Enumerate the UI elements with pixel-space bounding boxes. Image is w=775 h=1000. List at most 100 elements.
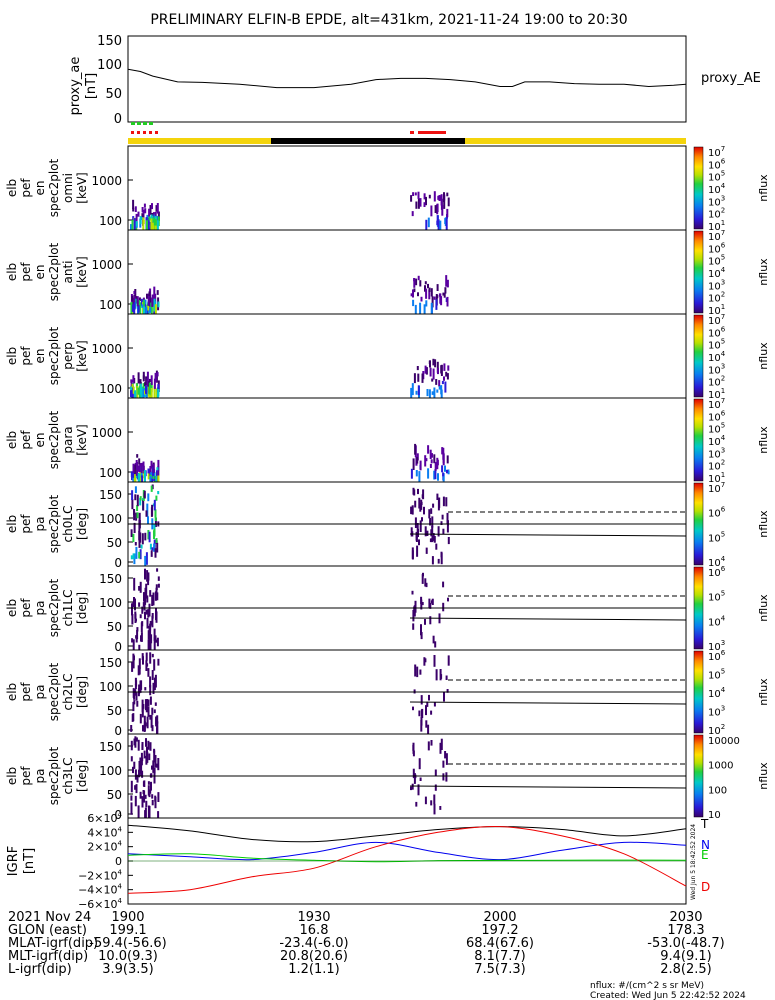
spectrogram-cell [152, 682, 155, 694]
panel-ylabel-line: pef [19, 514, 33, 534]
spectrogram-cell [442, 760, 445, 768]
panel-ylabel-line: pa [33, 517, 47, 532]
spectrogram-cell [156, 542, 159, 553]
spectrogram-cell [138, 667, 141, 675]
spectrogram-cell [153, 628, 156, 641]
spectrogram-panel-7: elb pef pa spec2plot ch2LC [deg] 150 100 50 0 106 1… [5, 649, 770, 738]
exponent: 4 [118, 883, 123, 891]
spectrogram-cell [137, 739, 140, 751]
spectrogram-cell [153, 772, 156, 784]
spectrogram-cell [443, 293, 446, 298]
tick-label: 50 [105, 87, 122, 102]
exponent: 4 [118, 868, 123, 876]
spectrogram-cell [131, 295, 134, 301]
spectrogram-cell [431, 537, 434, 543]
colorbar [693, 734, 704, 818]
spectrogram-cell [433, 536, 436, 543]
spectrogram-cell [431, 453, 433, 458]
ephemeris-value: 68.4(67.6) [466, 936, 534, 951]
spectrogram-cell [414, 517, 417, 528]
colorbar-tick-label: 106 [708, 649, 726, 663]
spectrogram-cell [431, 391, 434, 395]
spectrogram-cell [133, 218, 136, 230]
spectrogram-cell [138, 602, 141, 607]
spectrogram-cell [412, 623, 415, 630]
spectrogram-cell [142, 383, 145, 394]
spectrogram-panel-4: elb pef en spec2plot para [keV] 10001001071061… [5, 397, 770, 485]
tick-label: 100 [99, 596, 122, 610]
spectrogram-cell [420, 296, 423, 302]
spectrogram-cell [151, 594, 154, 606]
spectrogram-cell [436, 389, 439, 393]
spectrogram-cell [149, 466, 152, 476]
exponent: 4 [721, 555, 726, 563]
spectrogram-cell [143, 306, 145, 314]
tick-label: 100 [97, 58, 122, 73]
tick-label: 50 [107, 788, 122, 802]
exponent: 3 [721, 705, 725, 713]
spectrogram-cell [140, 544, 143, 549]
spectrogram-cell [411, 211, 414, 217]
spectrogram-cell [442, 602, 445, 612]
spectrogram-cell [157, 459, 160, 470]
spectrogram-cell [440, 738, 443, 750]
colorbar-tick-label: 105 [708, 530, 725, 544]
spectrogram-cell [412, 487, 415, 495]
spectrogram-cell [420, 716, 423, 726]
spectrogram-cell [433, 296, 436, 300]
spectrogram-cell [135, 213, 138, 227]
spectrogram-cell [445, 497, 448, 507]
exponent: 1 [721, 387, 725, 395]
spectrogram-cell [428, 694, 430, 701]
spectrogram-panels: elb pef en spec2plot omni [keV] 10001001071061… [5, 145, 770, 822]
spectrogram-cell [434, 769, 437, 777]
exponent: 4 [118, 811, 123, 819]
spectrogram-cell [445, 675, 448, 680]
panel-ylabel-line: pef [19, 598, 33, 618]
spectrogram-cell [131, 499, 134, 510]
tick-label: −2×104 [78, 868, 122, 882]
colorbar [693, 398, 704, 482]
panel-frame [127, 397, 687, 483]
spectrogram-cell [157, 491, 160, 495]
exponent: 3 [721, 194, 725, 202]
spectrogram-cell [440, 521, 443, 525]
spectrogram-cell [135, 546, 138, 559]
spectrogram-cell [419, 669, 422, 675]
tick-label: 0 [114, 556, 122, 570]
spectrogram-cell [140, 635, 142, 642]
spectrogram-cell [423, 304, 426, 314]
spectrogram-cell [144, 470, 146, 482]
exponent: 1 [721, 471, 725, 479]
spectrogram-cell [431, 598, 434, 605]
spectrogram-cell [149, 590, 152, 597]
tick-label: −4×104 [78, 883, 122, 897]
ephemeris-value: 199.1 [109, 923, 146, 938]
spectrogram-cell [150, 375, 153, 385]
spectrogram-cell [413, 373, 416, 384]
exponent: 5 [721, 254, 725, 262]
spectrogram-cell [446, 373, 449, 380]
spectrogram-cell [144, 532, 147, 541]
spectrogram-cell [430, 288, 433, 297]
spectrogram-cell [137, 372, 140, 384]
spectrogram-cell [148, 632, 151, 639]
spectrogram-cell [134, 206, 137, 212]
spectrogram-cell [149, 714, 152, 720]
spectrogram-cell [139, 496, 142, 501]
spectrogram-cell [152, 592, 155, 606]
spectrogram-cell [132, 475, 135, 482]
panel-ylabel-line: pef [19, 346, 33, 366]
spectrogram-cell [414, 664, 417, 677]
spectrogram-cell [144, 568, 146, 580]
spectrogram-cell [439, 293, 442, 304]
colorbar [693, 482, 704, 566]
spectrogram-cell [425, 367, 428, 375]
spectrogram-cell [415, 801, 418, 807]
spectrogram-cell [447, 655, 450, 666]
panel-ylabel-line: omni [61, 173, 75, 203]
spectrogram-cell [153, 214, 156, 219]
spectrogram-cell [434, 461, 437, 471]
exponent: 6 [721, 325, 726, 333]
